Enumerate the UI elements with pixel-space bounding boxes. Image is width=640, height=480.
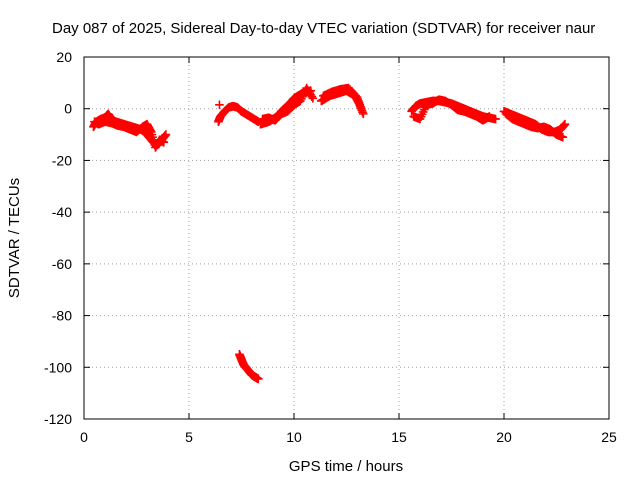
grid <box>84 57 609 419</box>
x-tick-label: 25 <box>601 429 617 445</box>
series-arc3b <box>258 83 318 125</box>
data-point <box>485 112 494 121</box>
y-tick-label: -40 <box>52 204 72 220</box>
series-arc4b <box>319 83 366 114</box>
axis-ticks: 0 5 10 15 20 25 -120 -100 -80 -60 -40 -20 0 20 <box>44 49 617 445</box>
data-point <box>159 138 169 147</box>
data-point <box>560 119 570 129</box>
data-point <box>359 109 368 119</box>
series-arc6b <box>501 109 568 142</box>
y-tick-label: -80 <box>52 308 72 324</box>
x-tick-label: 20 <box>496 429 512 445</box>
y-axis-label: SDTVAR / TECUs <box>6 178 23 298</box>
x-tick-label: 0 <box>80 429 88 445</box>
y-tick-label: -100 <box>44 359 72 375</box>
data-point <box>215 100 224 110</box>
y-tick-label: 20 <box>56 49 72 65</box>
y-tick-label: -60 <box>52 256 72 272</box>
series-arc1b <box>90 117 169 152</box>
series-arc2b <box>215 100 224 110</box>
y-tick-label: -20 <box>52 152 72 168</box>
plot-frame <box>83 56 610 420</box>
data-point <box>558 132 568 142</box>
data-point <box>308 94 318 103</box>
series-arc7 <box>235 350 263 384</box>
data-point <box>356 104 366 114</box>
y-tick-label: 0 <box>64 101 72 117</box>
x-axis-label: GPS time / hours <box>289 458 403 475</box>
x-tick-label: 5 <box>185 429 193 445</box>
data-point <box>161 130 171 139</box>
chart-title: Day 087 of 2025, Sidereal Day-to-day VTE… <box>52 20 595 37</box>
x-tick-label: 10 <box>286 429 302 445</box>
data-points <box>89 83 570 384</box>
x-tick-label: 15 <box>391 429 407 445</box>
data-point <box>491 114 500 124</box>
data-point <box>254 374 263 384</box>
y-tick-label: -120 <box>44 411 72 427</box>
series-arc2 <box>214 101 263 126</box>
series-arc5b <box>409 95 494 125</box>
